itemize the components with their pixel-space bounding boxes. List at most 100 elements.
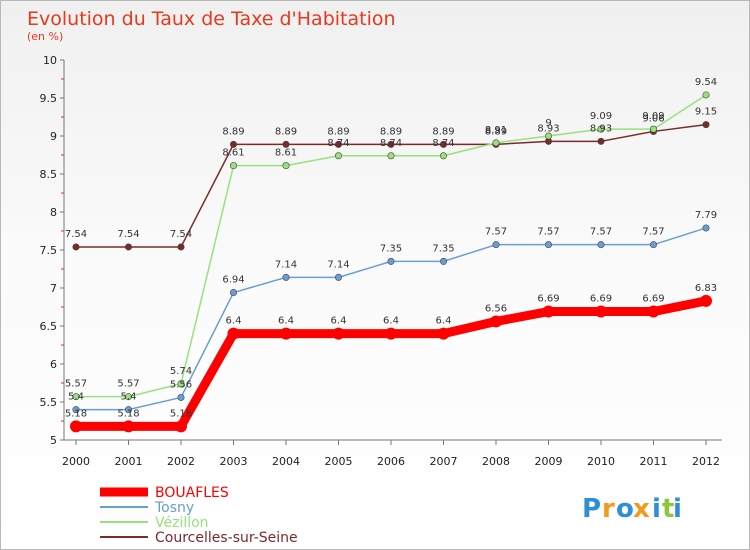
data-point <box>387 140 395 148</box>
data-point <box>72 406 80 414</box>
data-label: 9.09 <box>642 111 664 122</box>
data-label: 7.57 <box>642 227 664 238</box>
y-tick-label: 5.5 <box>40 396 58 409</box>
data-label: 8.89 <box>485 126 507 137</box>
data-label: 8.89 <box>222 126 244 137</box>
data-label: 6.56 <box>485 303 507 314</box>
data-label: 6.69 <box>590 294 612 305</box>
data-labels: 7.54 7.54 7.54 8.89 8.89 8.89 8.89 8.89 8.89 8.93… <box>65 77 717 419</box>
data-label: 8.61 <box>275 148 297 159</box>
data-label: 7.57 <box>590 227 612 238</box>
data-point <box>387 257 395 265</box>
data-label: 7.54 <box>117 229 139 240</box>
logo-letter: o <box>616 494 634 524</box>
data-point <box>439 152 447 160</box>
y-tick-label: 10 <box>43 54 57 67</box>
y-tick-label: 8 <box>50 206 57 219</box>
y-tick-label: 8.5 <box>40 168 58 181</box>
data-label: 5.56 <box>170 379 192 390</box>
data-point <box>385 327 397 340</box>
data-point <box>702 224 710 232</box>
data-label: 7.54 <box>65 229 87 240</box>
data-label: 8.74 <box>432 138 454 149</box>
data-point <box>227 327 240 340</box>
logo-letter: i <box>652 494 661 524</box>
x-tick-label: 2002 <box>167 455 195 468</box>
data-point <box>177 380 185 388</box>
data-label: 6.4 <box>383 316 399 327</box>
legend-label: Courcelles-sur-Seine <box>155 530 298 546</box>
data-label: 8.91 <box>485 125 507 136</box>
data-point <box>334 152 342 160</box>
data-point <box>125 406 133 414</box>
data-label: 9 <box>545 118 551 129</box>
data-point <box>490 315 502 328</box>
data-point <box>595 305 607 318</box>
data-point <box>70 420 82 433</box>
data-point <box>702 121 710 129</box>
x-tick-label: 2005 <box>325 455 353 468</box>
data-point <box>122 420 135 433</box>
logo-letter: r <box>602 494 615 524</box>
logo-letter: P <box>582 494 601 524</box>
data-point <box>230 140 238 148</box>
x-tick-label: 2011 <box>640 455 668 468</box>
data-label: 5.57 <box>117 379 139 390</box>
data-label: 5.4 <box>68 392 84 403</box>
data-label: 8.89 <box>327 126 349 137</box>
data-label: 5.18 <box>117 408 139 419</box>
x-tick-label: 2001 <box>115 455 143 468</box>
data-point <box>544 132 552 140</box>
data-label: 7.54 <box>170 229 192 240</box>
data-point <box>492 241 500 249</box>
y-tick-label: 7.5 <box>40 244 58 257</box>
data-label: 7.57 <box>485 227 507 238</box>
data-label: 8.74 <box>380 138 402 149</box>
data-label: 7.57 <box>537 227 559 238</box>
data-label: 8.93 <box>590 123 612 134</box>
data-point <box>282 273 290 281</box>
data-label: 7.14 <box>327 259 349 270</box>
data-label: 8.74 <box>327 138 349 149</box>
data-point <box>177 243 185 251</box>
y-tick-label: 7 <box>50 282 57 295</box>
data-point <box>542 305 555 318</box>
data-label: 6.69 <box>537 294 559 305</box>
data-label: 8.89 <box>432 126 454 137</box>
data-label: 6.4 <box>226 316 242 327</box>
data-point <box>334 273 342 281</box>
y-tick-label: 9 <box>50 130 57 143</box>
data-label: 5.57 <box>65 379 87 390</box>
data-point <box>175 420 187 433</box>
data-point <box>597 125 605 133</box>
data-point <box>72 393 80 401</box>
x-tick-label: 2008 <box>482 455 510 468</box>
x-tick-label: 2010 <box>587 455 615 468</box>
x-tick-label: 2007 <box>430 455 458 468</box>
data-point <box>125 393 133 401</box>
data-label: 6.83 <box>695 283 717 294</box>
x-tick-label: 2009 <box>535 455 563 468</box>
data-point <box>230 289 238 297</box>
data-label: 6.69 <box>642 294 664 305</box>
data-point <box>439 257 447 265</box>
data-label: 6.94 <box>222 275 244 286</box>
legend-label: BOUAFLES <box>155 485 229 501</box>
data-label: 7.35 <box>380 243 402 254</box>
legend: BOUAFLESTosnyVézillonCourcelles-sur-Sein… <box>100 485 298 546</box>
data-label: 6.4 <box>436 316 452 327</box>
data-label: 6.4 <box>278 316 294 327</box>
data-point <box>647 305 660 318</box>
data-label: 5.4 <box>121 392 137 403</box>
data-point <box>439 140 447 148</box>
data-point <box>544 241 552 249</box>
y-tick-label: 6 <box>50 358 57 371</box>
y-ticks: 5 5.5 6 6.5 7 7.5 8 8.5 9 9.5 10 <box>40 54 64 447</box>
series-points <box>70 91 712 433</box>
data-label: 9.09 <box>590 111 612 122</box>
data-point <box>700 294 712 307</box>
data-point <box>125 243 133 251</box>
data-label: 7.35 <box>432 243 454 254</box>
